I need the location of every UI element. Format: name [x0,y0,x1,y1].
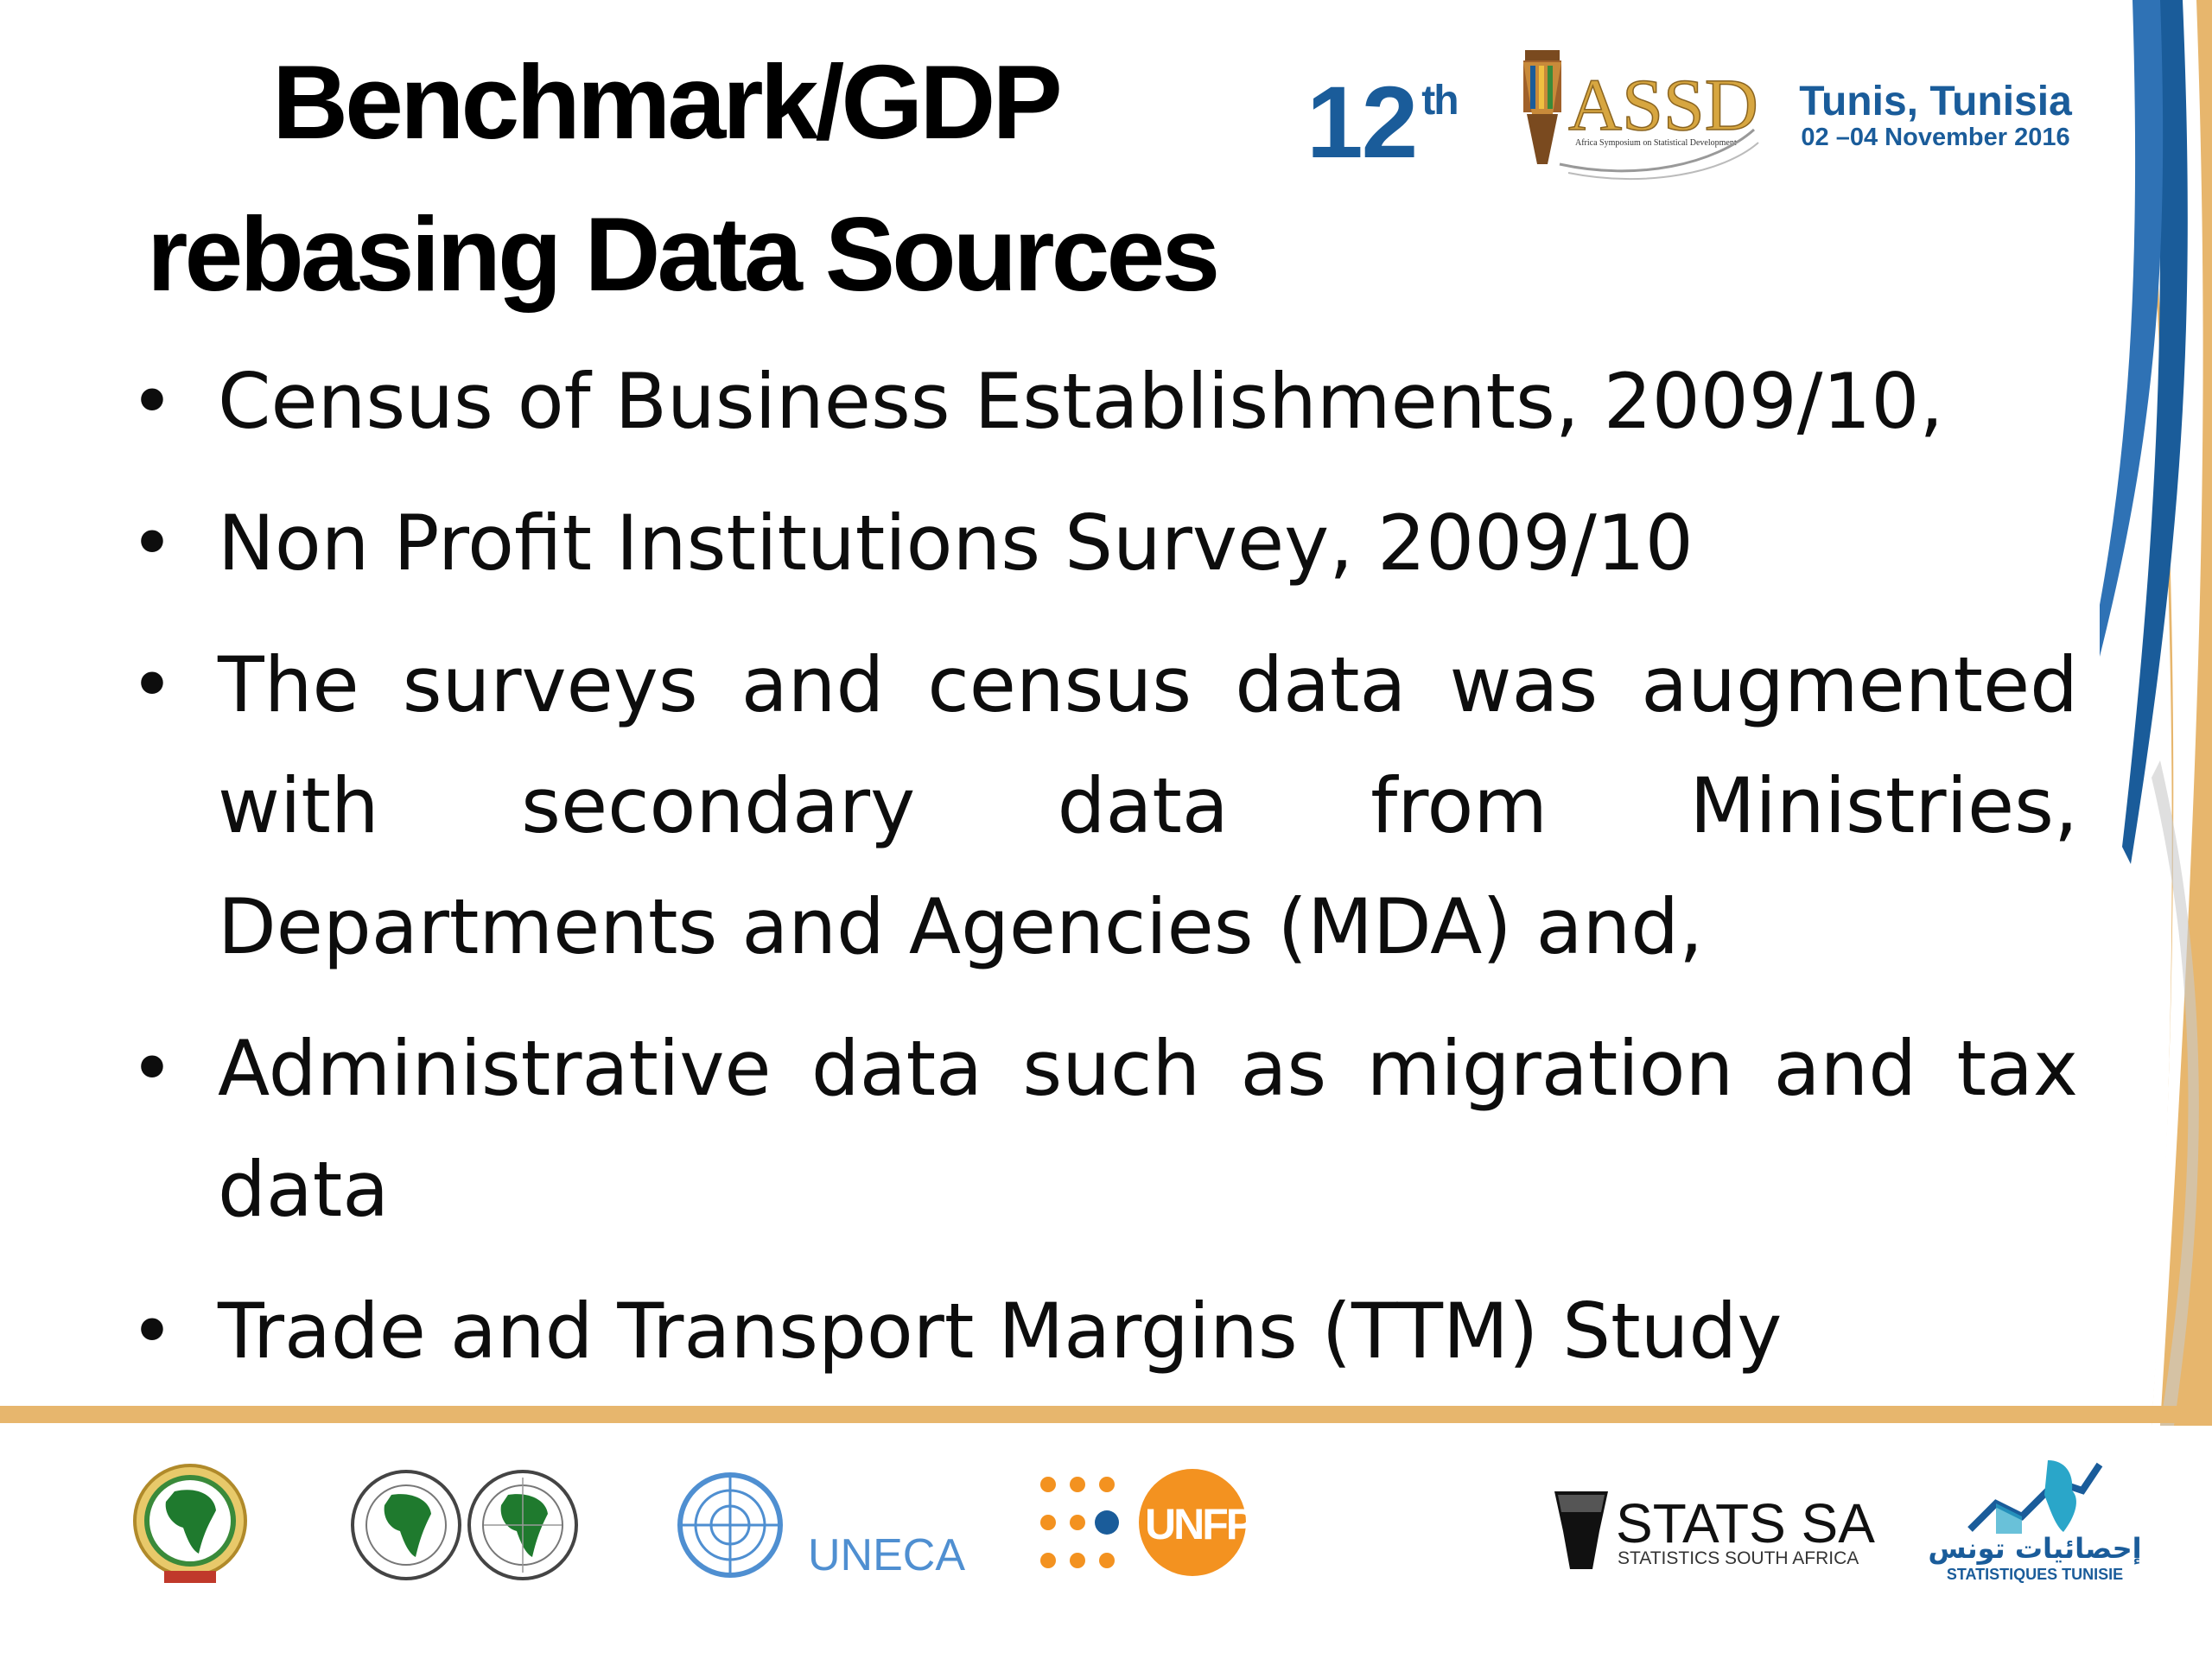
slide-title-line-1: Benchmark/GDP [272,43,1063,161]
bullet-text: Non Profit Institutions Survey, 2009/10 [218,499,1694,588]
bullet-list: Census of Business Establishments, 2009/… [130,341,2078,1413]
event-ordinal-suffix: th [1421,78,1459,124]
assd-logo-text: ASSD [1568,63,1758,146]
event-city: Tunis, Tunisia [1799,79,2072,124]
bullet-text: Census of Business Establishments, 2009/… [218,357,1944,446]
event-number: 12 [1306,66,1418,180]
slide-title: Benchmark/GDP rebasing Data Sources [147,26,1270,330]
statistiques-tunisie-map-icon [1967,1460,2103,1534]
slide-title-line-2: rebasing Data Sources [147,195,1220,313]
bullet-icon [130,483,181,604]
bullet-item: Trade and Transport Margins (TTM) Study [130,1271,2078,1392]
bullet-item: Census of Business Establishments, 2009/… [130,341,2078,462]
bullet-text: Administrative data such as migration an… [218,1024,2078,1234]
bullet-icon [130,625,181,746]
assd-logo-subtitle: Africa Symposium on Statistical Developm… [1575,138,1737,148]
bullet-icon [130,1271,181,1392]
event-dates: 02 –04 November 2016 [1801,124,2070,151]
unfpa-label: UNFPA [1145,1500,1281,1548]
united-nations-emblem-icon [677,1472,783,1578]
bullet-item: Administrative data such as migration an… [130,1008,2078,1250]
african-union-emblem-icon [133,1464,247,1583]
footer-divider [0,1406,2212,1423]
assd-logo-icon: ASSD Africa Symposium on Statistical Dev… [1523,50,1759,181]
unfpa-logo-icon [1040,1469,1246,1576]
statistiques-tunisie-sublabel: STATISTIQUES TUNISIE [1946,1566,2124,1583]
african-development-fund-emblem-icon [467,1470,578,1580]
statistiques-tunisie-arabic-label: إحصائيات تونس [1928,1532,2142,1565]
uneca-label: UNECA [808,1530,966,1580]
bullet-item: Non Profit Institutions Survey, 2009/10 [130,483,2078,604]
stats-sa-sublabel: STATISTICS SOUTH AFRICA [1618,1548,1859,1568]
bullet-text: Trade and Transport Margins (TTM) Study [218,1287,1783,1376]
decorative-swoosh [2100,0,2212,1426]
bullet-item: The surveys and census data was augmente… [130,625,2078,988]
bullet-text: The surveys and census data was augmente… [218,640,2078,971]
stats-sa-label: STATS SA [1616,1492,1875,1554]
bullet-icon [130,1008,181,1129]
african-development-bank-emblem-icon [351,1470,461,1580]
stats-sa-drum-icon [1554,1491,1608,1569]
bullet-icon [130,341,181,462]
